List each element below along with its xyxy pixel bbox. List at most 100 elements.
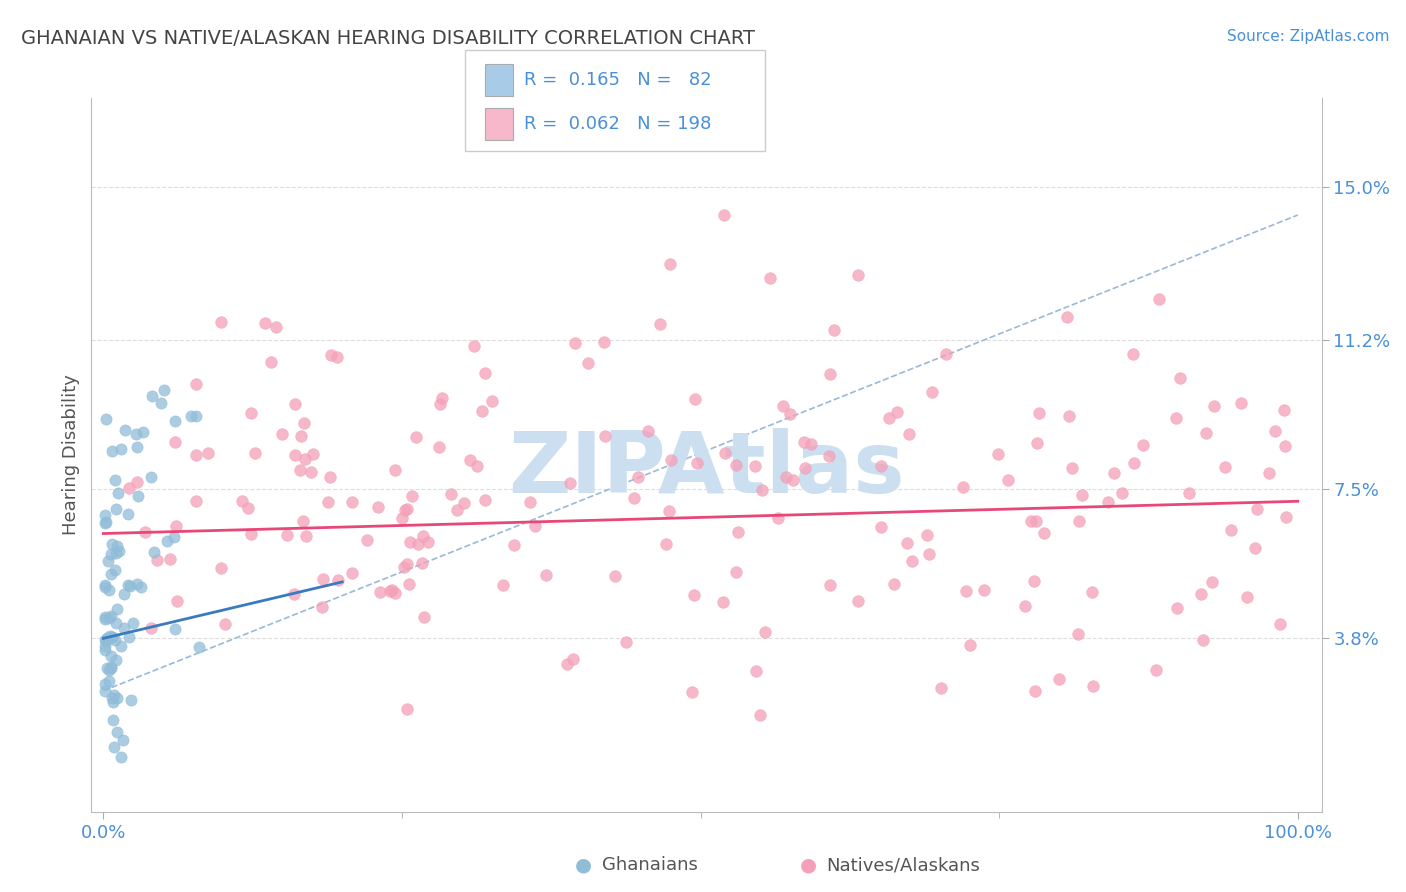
Point	[214, 616, 236, 631]
Point	[96, 631, 118, 645]
Point	[97, 673, 120, 688]
Point	[264, 320, 287, 334]
Point	[103, 689, 125, 703]
Point	[411, 557, 433, 571]
Point	[637, 425, 659, 439]
Point	[101, 630, 124, 644]
Point	[534, 567, 557, 582]
Point	[766, 510, 789, 524]
Point	[391, 511, 413, 525]
Point	[405, 429, 427, 443]
Point	[1060, 461, 1083, 475]
Point	[794, 460, 817, 475]
Point	[870, 458, 893, 473]
Point	[271, 427, 294, 442]
Point	[121, 615, 143, 630]
Point	[165, 519, 187, 533]
Point	[560, 475, 582, 490]
Point	[146, 553, 169, 567]
Point	[396, 701, 419, 715]
Point	[125, 427, 148, 442]
Point	[1244, 541, 1267, 555]
Point	[127, 577, 149, 591]
Point	[97, 582, 120, 597]
Point	[94, 676, 117, 690]
Point	[100, 566, 122, 581]
Point	[110, 639, 132, 653]
Point	[311, 599, 333, 614]
Point	[284, 397, 307, 411]
Point	[823, 323, 845, 337]
Point	[356, 533, 378, 547]
Point	[104, 473, 127, 487]
Point	[555, 657, 578, 671]
Point	[398, 577, 420, 591]
Point	[481, 393, 503, 408]
Point	[754, 624, 776, 639]
Point	[117, 507, 139, 521]
Point	[184, 449, 207, 463]
Point	[163, 414, 186, 428]
Point	[236, 500, 259, 515]
Point	[98, 611, 121, 625]
Point	[153, 384, 176, 398]
Point	[197, 445, 219, 459]
Point	[378, 583, 401, 598]
Point	[384, 463, 406, 477]
Point	[1067, 514, 1090, 528]
Point	[94, 516, 117, 530]
Point	[686, 456, 709, 470]
Point	[290, 463, 312, 477]
Point	[1204, 399, 1226, 413]
Point	[1220, 523, 1243, 537]
Point	[997, 474, 1019, 488]
Point	[295, 529, 318, 543]
Point	[134, 524, 156, 539]
Point	[96, 633, 118, 648]
Point	[101, 695, 124, 709]
Point	[118, 481, 141, 495]
Point	[105, 725, 128, 739]
Point	[1111, 486, 1133, 500]
Point	[897, 427, 920, 442]
Text: Natives/Alaskans: Natives/Alaskans	[827, 856, 980, 874]
Point	[683, 588, 706, 602]
Point	[725, 566, 748, 580]
Point	[93, 578, 115, 592]
Point	[406, 536, 429, 550]
Point	[104, 653, 127, 667]
Point	[681, 684, 703, 698]
Text: Source: ZipAtlas.com: Source: ZipAtlas.com	[1226, 29, 1389, 44]
Point	[321, 348, 343, 362]
Point	[291, 514, 314, 528]
Point	[101, 690, 124, 705]
Point	[108, 544, 131, 558]
Point	[231, 494, 253, 508]
Point	[302, 446, 325, 460]
Point	[104, 633, 127, 648]
Point	[751, 483, 773, 497]
Point	[97, 663, 120, 677]
Point	[427, 440, 450, 454]
Point	[650, 318, 672, 332]
Point	[727, 525, 749, 540]
Point	[319, 469, 342, 483]
Point	[93, 580, 115, 594]
Point	[325, 350, 347, 364]
Point	[1168, 371, 1191, 385]
Point	[186, 409, 208, 424]
Point	[394, 503, 416, 517]
Point	[118, 630, 141, 644]
Point	[758, 271, 780, 285]
Point	[209, 315, 232, 329]
Point	[1028, 406, 1050, 420]
Text: Ghanaians: Ghanaians	[602, 856, 697, 874]
Point	[725, 458, 748, 472]
Point	[110, 442, 132, 456]
Point	[141, 389, 163, 403]
Text: ZIPAtlas: ZIPAtlas	[508, 427, 905, 511]
Point	[125, 475, 148, 490]
Point	[901, 554, 924, 568]
Point	[139, 470, 162, 484]
Point	[1047, 672, 1070, 686]
